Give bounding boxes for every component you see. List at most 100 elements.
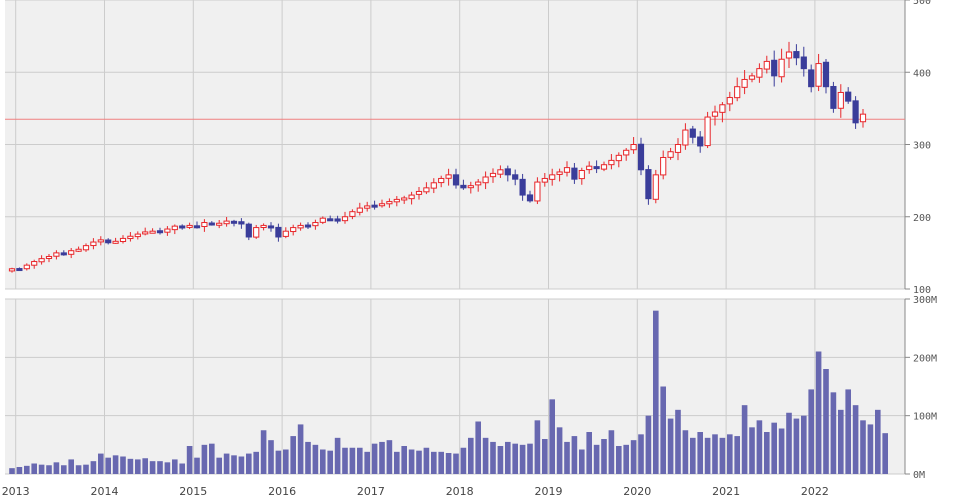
candle-up <box>778 58 785 78</box>
volume-bar <box>852 405 859 474</box>
volume-bar <box>638 434 644 474</box>
volume-bar <box>31 463 37 474</box>
candle-up <box>112 240 119 244</box>
candle-up <box>142 231 149 235</box>
volume-bar <box>505 441 511 474</box>
x-tick-label: 2015 <box>179 485 207 498</box>
candle-up <box>134 233 141 238</box>
candle-up <box>253 227 260 238</box>
volume-bar <box>867 424 874 474</box>
volume-bar <box>320 449 326 474</box>
candle-down <box>275 226 282 238</box>
volume-bar <box>423 447 430 474</box>
candle-up <box>386 201 393 205</box>
volume-bar <box>379 441 385 474</box>
candle-down <box>504 168 511 176</box>
candle-down <box>808 69 815 88</box>
candle-up <box>748 75 756 80</box>
candle-down <box>793 51 800 59</box>
volume-bar <box>741 405 748 474</box>
volume-bar <box>127 458 134 474</box>
candle-down <box>371 204 378 208</box>
volume-bar <box>149 461 156 474</box>
candle-down <box>822 61 830 88</box>
candle-down <box>689 128 696 138</box>
volume-bar <box>209 443 215 474</box>
volume-bar <box>90 461 97 474</box>
volume-bar <box>216 457 222 474</box>
candle-up <box>615 154 622 162</box>
candle-down <box>571 167 578 180</box>
volume-bar <box>75 465 82 474</box>
volume-bar <box>135 459 141 474</box>
volume-bar <box>690 437 696 474</box>
volume-bar <box>305 441 311 474</box>
volume-bar <box>823 369 829 474</box>
x-tick-label: 2014 <box>91 485 119 498</box>
volume-bar <box>527 443 533 474</box>
volume-bar <box>586 432 592 474</box>
candle-up <box>556 171 563 175</box>
candle-up <box>623 149 630 156</box>
volume-bar <box>542 439 548 474</box>
volume-bar <box>734 436 740 474</box>
candle-up <box>549 174 556 180</box>
volume-bar <box>712 434 718 474</box>
volume-bar <box>120 456 126 474</box>
candle-up <box>630 144 637 151</box>
volume-bar <box>431 451 437 474</box>
candle-up <box>704 116 711 147</box>
volume-bar <box>593 444 600 474</box>
candle-up <box>423 187 430 193</box>
candle-up <box>467 185 474 189</box>
volume-bar <box>623 444 629 474</box>
candle-up <box>608 159 615 166</box>
candle-up <box>837 91 844 109</box>
candle-down <box>334 218 341 222</box>
volume-bar <box>764 432 770 474</box>
candle-up <box>741 78 748 88</box>
volume-bar <box>579 449 585 474</box>
candle-down <box>593 166 600 170</box>
candle-up <box>586 165 593 171</box>
candle-up <box>119 237 127 243</box>
volume-bar <box>445 453 452 474</box>
volume-bar <box>408 449 415 474</box>
candle-up <box>8 268 16 272</box>
candle-down <box>245 223 252 238</box>
candle-down <box>156 230 164 234</box>
price-candles <box>5 41 905 273</box>
candle-up <box>127 235 134 240</box>
volume-bar <box>801 415 807 474</box>
volume-bar <box>771 422 777 474</box>
volume-bar <box>453 453 459 474</box>
volume-bar <box>460 447 467 474</box>
candle-up <box>652 174 659 200</box>
candle-down <box>830 85 837 109</box>
candle-up <box>756 68 763 78</box>
volume-bar <box>342 447 348 474</box>
candle-down <box>526 194 534 202</box>
volume-bar <box>667 418 674 474</box>
volume-bar <box>357 447 363 474</box>
x-tick-label: 2019 <box>535 485 563 498</box>
volume-bar <box>297 424 304 474</box>
volume-bar <box>519 444 526 474</box>
volume-bar <box>416 450 422 474</box>
price-y-tick-label: 400 <box>913 68 931 79</box>
candle-up <box>378 203 386 207</box>
candle-up <box>75 248 82 252</box>
candle-down <box>16 268 23 272</box>
candle-down <box>452 174 460 186</box>
candle-down <box>460 184 467 189</box>
candle-up <box>711 111 719 117</box>
candle-down <box>193 225 201 229</box>
candle-up <box>430 182 437 189</box>
volume-bar <box>549 399 555 474</box>
volume-bar <box>194 457 200 474</box>
candle-down <box>327 218 334 222</box>
volume-bar <box>201 444 208 474</box>
candle-up <box>415 190 423 195</box>
volume-bar <box>468 437 474 474</box>
